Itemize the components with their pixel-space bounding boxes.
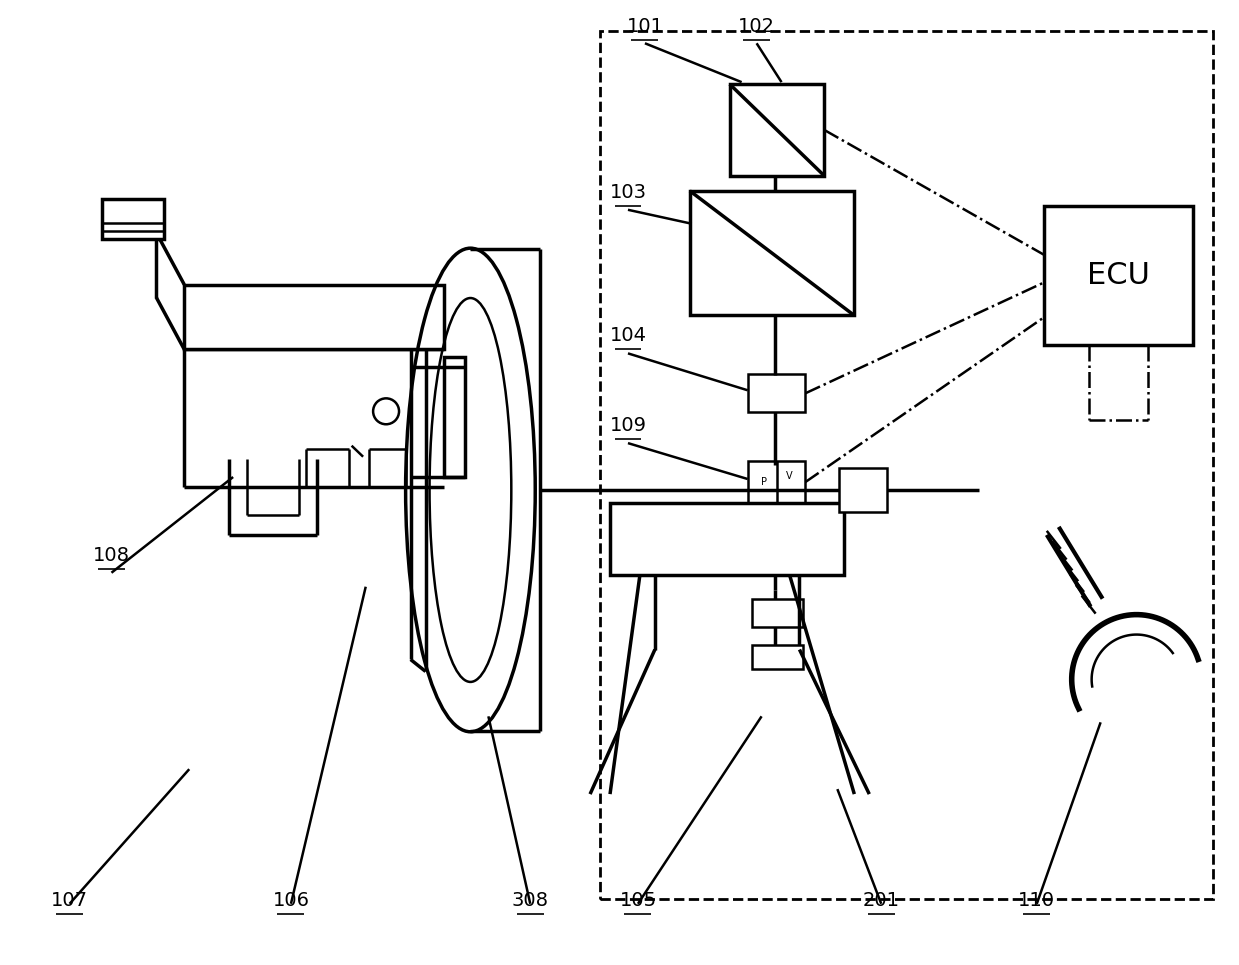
Text: 102: 102	[738, 17, 776, 37]
Text: 109: 109	[610, 416, 647, 435]
Bar	[444, 357, 466, 477]
Bar	[600, 31, 1213, 898]
Bar	[752, 645, 803, 670]
Bar	[747, 374, 805, 412]
Bar	[103, 199, 165, 238]
Text: 201: 201	[862, 891, 900, 910]
Text: P: P	[761, 477, 767, 487]
Bar	[752, 598, 803, 626]
Bar	[747, 461, 805, 503]
Text: 308: 308	[512, 891, 549, 910]
Bar	[690, 191, 855, 316]
Text: 110: 110	[1018, 891, 1056, 910]
Bar	[730, 84, 824, 176]
Bar	[185, 285, 444, 349]
Text: 101: 101	[627, 17, 663, 37]
Text: 105: 105	[620, 891, 657, 910]
Text: 107: 107	[51, 891, 88, 910]
Text: V: V	[786, 471, 793, 481]
Text: 108: 108	[93, 546, 130, 565]
Text: 104: 104	[610, 326, 647, 345]
Bar	[1043, 206, 1193, 345]
Text: 103: 103	[610, 182, 647, 202]
Bar	[610, 503, 844, 575]
Bar	[839, 468, 887, 511]
Text: 106: 106	[273, 891, 310, 910]
Text: ECU: ECU	[1087, 262, 1150, 290]
